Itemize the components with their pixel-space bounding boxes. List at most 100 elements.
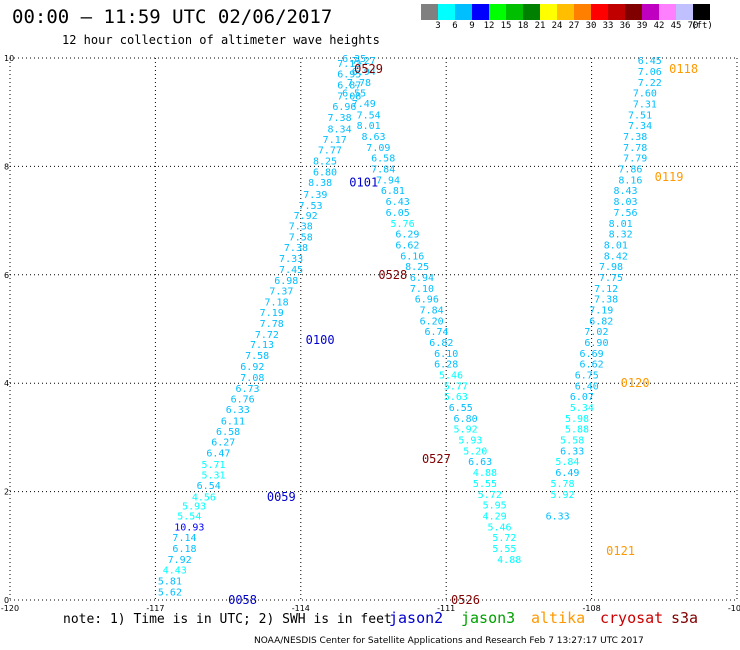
wave-height-value: 6.07 (570, 392, 594, 403)
x-tick-label: -111 (437, 604, 455, 613)
wave-height-value: 6.20 (420, 316, 444, 327)
wave-height-value: 7.17 (323, 135, 347, 146)
color-scale-label: 70 (687, 21, 699, 31)
color-swatch (574, 4, 591, 20)
x-tick-label: -108 (583, 604, 601, 613)
y-tick-label: 2 (4, 488, 9, 497)
wave-height-value: 7.22 (638, 78, 662, 89)
wave-height-value: 7.58 (289, 232, 313, 243)
wave-height-value: 5.62 (158, 587, 182, 598)
wave-height-value: 6.87 (337, 81, 361, 92)
wave-height-value: 6.05 (386, 208, 410, 219)
wave-height-value: 6.47 (206, 449, 230, 460)
chart-title: 00:00 — 11:59 UTC 02/06/2017 (12, 6, 333, 28)
wave-height-value: 6.82 (589, 316, 613, 327)
wave-height-value: 5.20 (463, 446, 487, 457)
wave-height-value: 6.81 (381, 186, 405, 197)
time-label: 0119 (655, 170, 684, 184)
wave-height-value: 7.51 (628, 110, 652, 121)
wave-height-value: 4.88 (497, 555, 521, 566)
wave-height-value: 4.88 (473, 468, 497, 479)
color-swatch (642, 4, 659, 20)
time-label: 0058 (228, 593, 257, 607)
wave-height-value: 4.56 (192, 492, 216, 503)
color-swatch (438, 4, 455, 20)
y-tick-label: 10 (4, 54, 14, 63)
color-swatch (557, 4, 574, 20)
wave-height-value: 8.01 (604, 240, 628, 251)
wave-height-value: 7.78 (347, 78, 371, 89)
wave-height-value: 6.62 (395, 240, 419, 251)
time-label: 0118 (669, 62, 698, 76)
time-label: 0529 (354, 62, 383, 76)
wave-height-value: 7.31 (633, 100, 657, 111)
wave-height-value: 6.90 (584, 338, 608, 349)
color-scale-label: (ft) (691, 21, 713, 31)
wave-height-value: 6.94 (352, 67, 376, 78)
color-swatch (421, 4, 438, 20)
wave-height-value: 10.93 (174, 522, 204, 533)
wave-height-value: 7.78 (623, 143, 647, 154)
wave-height-value: 5.31 (202, 470, 226, 481)
wave-height-value: 7.38 (594, 295, 618, 306)
wave-height-value: 6.96 (332, 102, 356, 113)
wave-height-value: 7.08 (337, 91, 361, 102)
wave-height-value: 5.88 (565, 425, 589, 436)
x-tick-label: -120 (1, 604, 19, 613)
wave-height-value: 8.03 (613, 197, 637, 208)
wave-height-value: 6.27 (211, 438, 235, 449)
y-tick-label: 4 (4, 379, 9, 388)
wave-height-value: 7.72 (255, 330, 279, 341)
wave-height-value: 7.39 (303, 190, 327, 201)
time-labels: 0058 0059 0100 0101 0526 0527 0528 0529 0121 0120… (228, 62, 698, 607)
wave-height-value: 5.92 (454, 425, 478, 436)
wave-height-value: 8.32 (609, 230, 633, 241)
wave-height-value: 6.43 (386, 197, 410, 208)
color-swatch (591, 4, 608, 20)
wave-height-value: 7.38 (623, 132, 647, 143)
wave-height-value: 6.73 (235, 384, 259, 395)
wave-height-value: 6.45 (638, 56, 662, 67)
wave-height-value: 7.38 (289, 221, 313, 232)
color-scale-label: 27 (568, 21, 580, 31)
time-label: 0121 (606, 544, 635, 558)
wave-height-value: 6.49 (555, 468, 579, 479)
color-scale-label: 12 (483, 21, 495, 31)
wave-height-value: 5.46 (487, 522, 511, 533)
color-scale (421, 4, 710, 20)
time-label: 0100 (306, 333, 335, 347)
color-swatch (455, 4, 472, 20)
wave-height-value: 7.13 (337, 59, 361, 70)
x-tick-label: -114 (292, 604, 310, 613)
wave-height-value: 5.72 (492, 533, 516, 544)
color-swatch (625, 4, 642, 20)
color-swatch (489, 4, 506, 20)
wave-height-value: 5.92 (550, 490, 574, 501)
y-tick-label: 8 (4, 162, 9, 171)
wave-height-value: 7.12 (594, 284, 618, 295)
color-swatch (676, 4, 693, 20)
wave-height-value: 7.86 (618, 165, 642, 176)
wave-height-value: 8.38 (308, 178, 332, 189)
wave-height-value: 6.28 (434, 360, 458, 371)
color-scale-label: 15 (500, 21, 512, 31)
time-label: 0526 (451, 593, 480, 607)
wave-height-value: 8.01 (357, 121, 381, 132)
wave-height-value: 6.10 (434, 349, 458, 360)
color-scale-label: 6 (452, 21, 458, 31)
wave-height-value: 4.29 (483, 511, 507, 522)
wave-height-value: 5.84 (555, 457, 579, 468)
wave-height-value: 7.60 (633, 89, 657, 100)
wave-height-value: 7.02 (584, 327, 608, 338)
wave-height-value: 7.09 (366, 143, 390, 154)
legend-jason3: jason3 (461, 609, 516, 627)
wave-height-value: 7.56 (613, 208, 637, 219)
wave-height-value: 6.35 (342, 54, 366, 65)
wave-height-value: 5.72 (478, 490, 502, 501)
time-label: 0059 (267, 490, 296, 504)
wave-height-value: 7.38 (328, 113, 352, 124)
wave-height-value: 6.33 (226, 405, 250, 416)
wave-height-value: 8.01 (609, 219, 633, 230)
wave-height-value: 7.14 (172, 533, 196, 544)
